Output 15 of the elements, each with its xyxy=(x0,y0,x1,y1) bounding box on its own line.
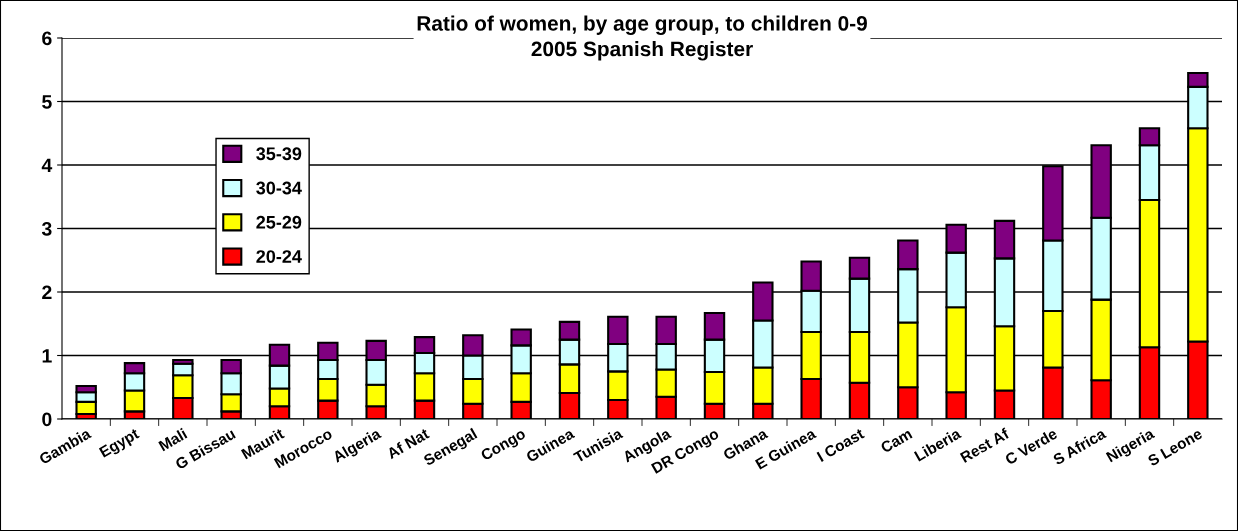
x-tick-label: Cam xyxy=(879,428,913,454)
y-tick-label: 1 xyxy=(42,349,52,363)
y-tick-label: 6 xyxy=(42,31,52,46)
y-tick-label: 5 xyxy=(42,95,52,109)
y-tick-label: 0 xyxy=(42,412,52,427)
chart-title: Ratio of women, by age group, to children 0-9 xyxy=(417,15,867,35)
y-tick-label: 4 xyxy=(41,158,53,173)
legend-label: 25-29 xyxy=(256,215,302,229)
legend-label: 30-34 xyxy=(256,181,302,195)
legend-label: 20-24 xyxy=(256,250,302,263)
legend-label: 35-39 xyxy=(256,147,302,161)
y-tick-label: 2 xyxy=(42,285,52,300)
y-tick-label: 3 xyxy=(41,221,52,236)
chart-subtitle: 2005 Spanish Register xyxy=(531,41,753,61)
x-tick-label: Mali xyxy=(157,427,188,452)
